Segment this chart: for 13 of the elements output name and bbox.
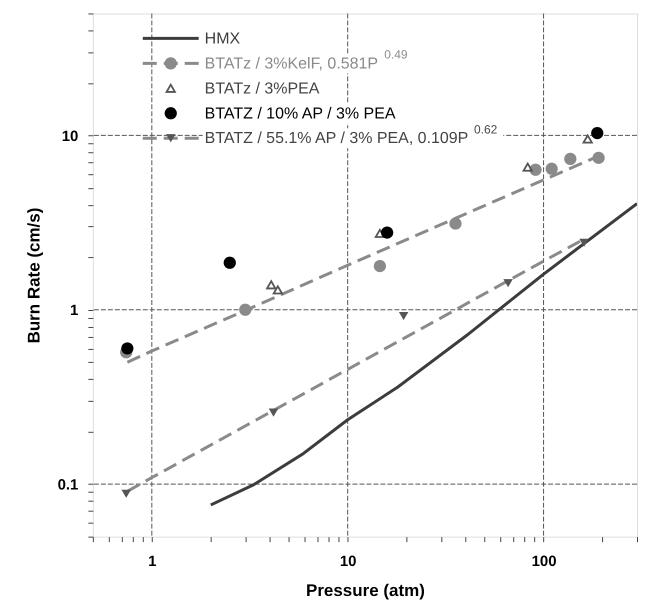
legend-label: BTATZ / 55.1% AP / 3% PEA, 0.109P0.62 xyxy=(204,122,498,148)
legend-label: BTATz / 3%PEA xyxy=(204,80,320,98)
x-tick-label: 10 xyxy=(340,553,357,570)
y-axis-title: Burn Rate (cm/s) xyxy=(24,208,44,344)
legend-label: BTATZ / 10% AP / 3% PEA xyxy=(204,105,396,122)
y-tick-label: 1 xyxy=(70,302,78,320)
x-axis-title: Pressure (atm) xyxy=(306,581,425,600)
y-tick-label: 10 xyxy=(62,128,78,145)
legend-label: HMX xyxy=(204,30,241,48)
legend-label: BTATz / 3%KelF, 0.581P0.49 xyxy=(204,47,408,72)
y-tick-label: 0.1 xyxy=(58,476,78,494)
x-tick-label: 100 xyxy=(532,553,557,570)
x-tick-label: 1 xyxy=(148,553,156,570)
